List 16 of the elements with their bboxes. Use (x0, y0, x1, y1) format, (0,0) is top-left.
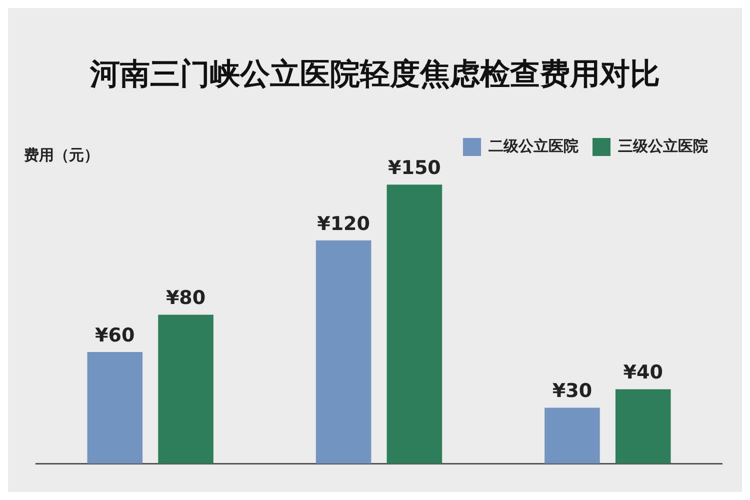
bar (87, 352, 143, 464)
data-label: ¥150 (388, 157, 441, 180)
data-label: ¥120 (317, 212, 370, 235)
data-label: ¥60 (95, 324, 135, 346)
data-label: ¥80 (166, 287, 206, 310)
chart-title: 河南三门峡公立医院轻度焦虑检查费用对比 (89, 56, 660, 92)
bar (386, 184, 442, 464)
bar (544, 408, 600, 464)
bar (615, 389, 671, 464)
bar (158, 314, 214, 464)
bar (316, 240, 372, 464)
legend-label: 二级公立医院 (488, 136, 578, 155)
y-axis-title: 费用（元） (23, 146, 99, 164)
data-label: ¥40 (623, 362, 663, 384)
data-label: ¥30 (552, 380, 592, 402)
legend-label: 三级公立医院 (618, 136, 708, 155)
